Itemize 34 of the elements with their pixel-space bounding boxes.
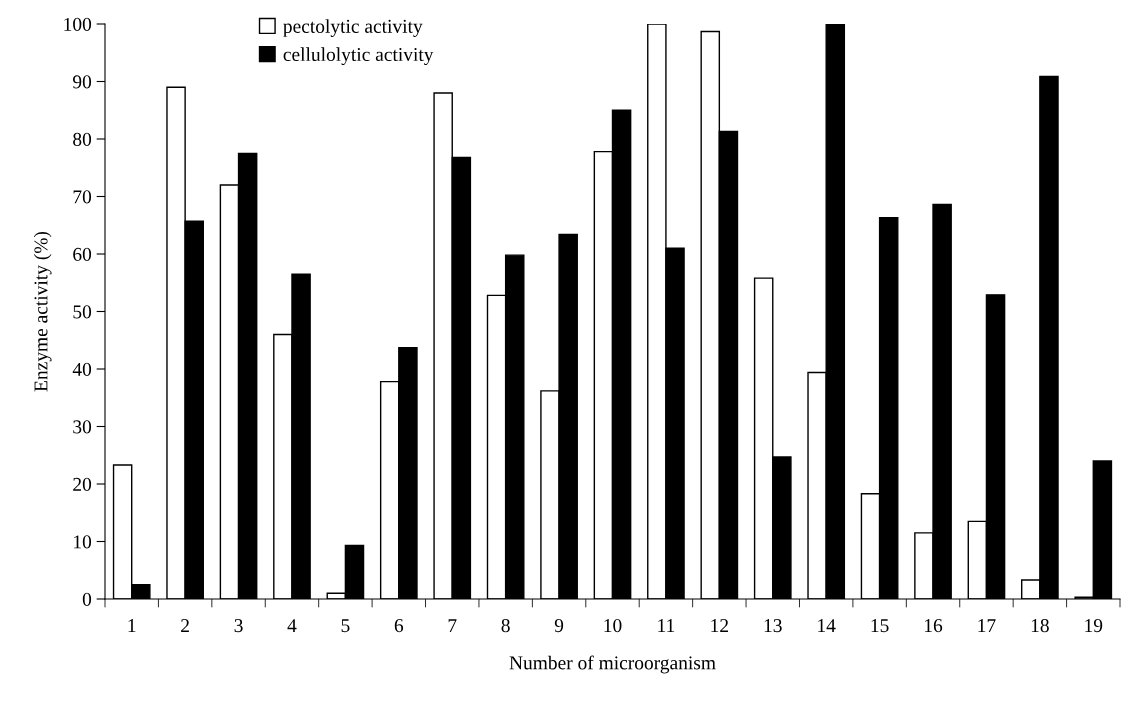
x-tick-label: 3 xyxy=(234,619,243,633)
x-tick-label: 14 xyxy=(818,619,836,632)
x-tick-label: 11 xyxy=(658,619,675,632)
x-tick-label: 16 xyxy=(925,619,943,633)
y-axis-title: Enzyme activity (%) xyxy=(33,231,52,392)
y-tick-label: 20 xyxy=(73,477,92,491)
x-tick-label: 19 xyxy=(1085,619,1103,633)
x-tick-label: 15 xyxy=(871,619,889,633)
x-axis-title: Number of microorganism xyxy=(509,655,716,674)
y-tick-label: 30 xyxy=(73,420,92,434)
x-tick-label: 13 xyxy=(764,619,782,633)
y-tick-label: 0 xyxy=(82,592,92,606)
y-tick-label: 100 xyxy=(64,17,92,31)
x-tick-label: 2 xyxy=(181,619,189,632)
y-tick-label: 50 xyxy=(73,305,92,319)
x-tick-label: 18 xyxy=(1031,619,1049,633)
x-tick-label: 1 xyxy=(128,619,136,632)
y-tick-label: 70 xyxy=(73,190,92,204)
x-tick-label: 10 xyxy=(604,619,622,633)
x-tick-label: 8 xyxy=(501,619,510,633)
y-tick-label: 60 xyxy=(73,247,92,261)
y-tick-label: 10 xyxy=(74,535,92,549)
x-tick-label: 4 xyxy=(287,619,297,632)
x-tick-label: 5 xyxy=(341,619,350,633)
legend-label: pectolytic activity xyxy=(283,19,423,37)
y-tick-label: 90 xyxy=(72,75,92,89)
y-tick-label: 40 xyxy=(72,362,92,376)
x-tick-label: 6 xyxy=(394,619,404,633)
x-tick-label: 9 xyxy=(554,619,564,633)
x-tick-label: 12 xyxy=(711,619,728,632)
legend-label: cellulolytic activity xyxy=(283,47,434,65)
x-tick-label: 17 xyxy=(978,619,996,632)
x-tick-label: 7 xyxy=(448,619,457,632)
y-tick-label: 80 xyxy=(73,132,92,146)
